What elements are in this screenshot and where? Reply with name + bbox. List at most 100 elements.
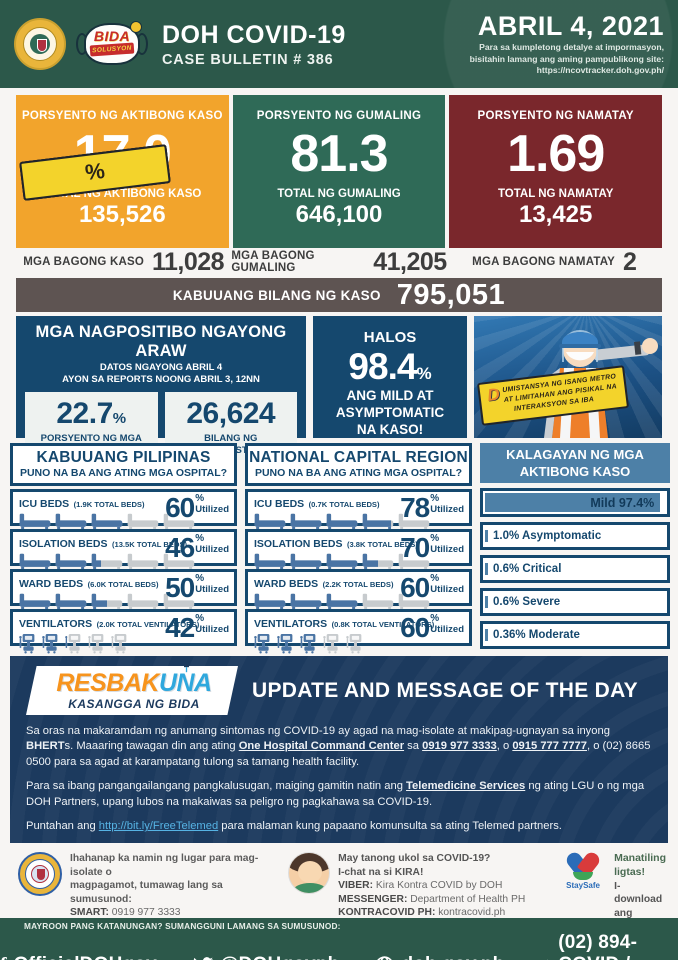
staysafe-logo: StaySafe (560, 849, 606, 918)
severe-label: 0.6% Severe (493, 596, 561, 608)
telemed-link[interactable]: http://bit.ly/FreeTelemed (98, 820, 219, 833)
staysafe-line1: Manatiling ligtas! (614, 852, 666, 878)
positivity-rate-label-1: PORSYENTO NG MGA (40, 432, 142, 444)
tracker-note-line1: Para sa kumpletong detalye at impormasyo… (479, 42, 664, 53)
deaths-percent-label: PORSYENTO NG NAMATAY (477, 110, 634, 122)
total-cases-bar: KABUUANG BILANG NG KASO 795,051 (16, 278, 662, 312)
ph-panel-subtitle: PUNO NA BA ANG ATING MGA OSPITAL? (19, 467, 228, 479)
isolate-intro-line2: magpagamot, tumawag lang sa sumusunod: (70, 880, 223, 905)
recovered-card: PORSYENTO NG GUMALING 81.3% TOTAL NG GUM… (19, 95, 446, 248)
isolation-hotline-group: Ihahanap ka namin ng lugar para mag-isol… (18, 852, 280, 945)
utilized-label: Utilized (195, 503, 229, 515)
ventilator-icon (346, 633, 365, 654)
total-cases-value: 795,051 (396, 278, 506, 311)
website-url: doh.gov.ph (401, 954, 504, 960)
recovered-total-label: TOTAL NG GUMALING (277, 188, 401, 200)
kira-avatar (288, 852, 331, 918)
ph-isolation-label: ISOLATION BEDS (19, 538, 108, 550)
moderate-bar (485, 628, 488, 642)
twitter-link[interactable]: @DOHgovph (193, 954, 340, 960)
resbakuna-logo-part2: UNA (158, 669, 212, 697)
distancing-cartoon-panel: D UMISTANSYA NG ISANG METRO AT LIMITAHAN… (474, 316, 662, 438)
percent-sign: % (430, 612, 440, 624)
bed-icon (91, 593, 123, 612)
severity-title-1: KALAGAYAN NG MGA (506, 447, 644, 462)
ph-ventilators-percent-value: 42 (165, 611, 195, 643)
messenger-value[interactable]: Department of Health PH (410, 893, 526, 905)
mild-bar: Mild 97.4% (485, 493, 661, 512)
sign-text: UMISTANSYA NG ISANG METRO AT LIMITAHAN A… (501, 373, 618, 413)
ncr-icu-detail: (0.7K TOTAL BEDS) (308, 500, 380, 509)
severity-panel-header: KALAGAYAN NG MGA AKTIBONG KASO (480, 443, 670, 483)
ncr-panel-title: NATIONAL CAPITAL REGION (249, 449, 468, 466)
facebook-handle: OfficialDOHgov (14, 954, 157, 960)
viber-value[interactable]: Kira Kontra COVID by DOH (375, 880, 503, 892)
recovered-percent-label: PORSYENTO NG GUMALING (256, 110, 422, 122)
phone-link[interactable]: (02) 894-COVID / 1555 (540, 932, 678, 960)
new-deaths-label: MGA BAGONG NAMATAY (472, 256, 616, 268)
new-cases-value: 11,028 (152, 247, 225, 276)
ncr-ventilator-icons (254, 633, 463, 654)
new-cases-row: MGA BAGONG KASO 11,028 MGA BAGONG GUMALI… (16, 248, 662, 276)
tracker-site-url[interactable]: https://ncovtracker.doh.gov.ph/ (536, 65, 664, 76)
header-bar: BIDA SOLUSYON DOH COVID-19 CASE BULLETIN… (0, 0, 678, 88)
facebook-link[interactable]: f OfficialDOHgov (0, 954, 157, 960)
ph-ward-percent-value: 50 (165, 571, 195, 603)
severity-critical-row: 0.6% Critical (480, 555, 670, 583)
ph-isolation-row: ISOLATION BEDS (13.5K TOTAL BEDS) 46% Uti… (10, 529, 237, 572)
utilized-label: Utilized (195, 583, 229, 595)
update-message-body: Sa oras na makaramdam ng anumang sintoma… (26, 724, 652, 835)
mild-box-line1: HALOS (363, 329, 417, 346)
kontracovid-value[interactable]: kontracovid.ph (438, 907, 506, 919)
daily-positives-row: MGA NAGPOSITIBO NGAYONG ARAW DATOS NGAYO… (16, 316, 662, 461)
ph-icu-percent: 60% Utilized (165, 492, 229, 522)
kira-intro-line2: I-chat na si KIRA! (338, 866, 424, 878)
kontracovid-label: KONTRACOVID PH: (338, 907, 436, 919)
messenger-label: MESSENGER: (338, 893, 408, 905)
utilized-label: Utilized (195, 623, 229, 635)
website-link[interactable]: doh.gov.ph (375, 954, 504, 960)
mild-bar-label: Mild 97.4% (590, 495, 655, 510)
ph-isolation-detail: (13.5K TOTAL BEDS) (111, 540, 188, 549)
ph-ventilators-percent: 42% Utilized (165, 611, 229, 643)
smart-number[interactable]: 0919 977 3333 (111, 907, 181, 919)
positives-title: MGA NAGPOSITIBO NGAYONG ARAW (35, 323, 287, 360)
positives-box: MGA NAGPOSITIBO NGAYONG ARAW DATOS NGAYO… (16, 316, 306, 461)
ventilator-icon (277, 633, 296, 654)
smart-label: SMART: (70, 907, 109, 919)
globe-icon (377, 955, 393, 960)
percent-sign: % (195, 492, 205, 504)
new-recovered-cell: MGA BAGONG GUMALING 41,205 (231, 248, 447, 276)
ncr-isolation-percent-value: 70 (400, 531, 430, 563)
ph-ward-detail: (6.0K TOTAL BEDS) (87, 580, 159, 589)
utilized-label: Utilized (430, 623, 464, 635)
ncr-isolation-label: ISOLATION BEDS (254, 538, 343, 550)
philippines-hospital-panel: KABUUANG PILIPINAS PUNO NA BA ANG ATING … (10, 443, 237, 654)
bida-logo-text: BIDA (93, 28, 131, 44)
update-heading: UPDATE AND MESSAGE OF THE DAY (252, 678, 638, 702)
bed-icon (326, 513, 358, 532)
ph-icu-row: ICU BEDS (1.9K TOTAL BEDS) 60% Utilized (10, 489, 237, 532)
ncr-panel-subtitle: PUNO NA BA ANG ATING MGA OSPITAL? (254, 467, 463, 479)
tested-count-label-1: BILANG NG (204, 432, 258, 444)
asymptomatic-label: 1.0% Asymptomatic (493, 530, 602, 542)
total-cases-label: KABUUANG BILANG NG KASO (172, 287, 381, 303)
utilized-label: Utilized (430, 503, 464, 515)
ph-panel-title: KABUUANG PILIPINAS (36, 449, 211, 466)
deaths-total-label: TOTAL NG NAMATAY (497, 188, 614, 200)
ventilator-icon (42, 633, 61, 654)
message-paragraph-1: Sa oras na makaramdam ng anumang sintoma… (26, 725, 651, 768)
utilized-label: Utilized (430, 583, 464, 595)
percent-sign: % (430, 532, 440, 544)
ncr-hospital-panel: NATIONAL CAPITAL REGION PUNO NA BA ANG A… (245, 443, 472, 654)
mild-box-line4: NA KASO! (356, 421, 424, 437)
new-cases-label: MGA BAGONG KASO (23, 256, 144, 268)
ph-ward-row: WARD BEDS (6.0K TOTAL BEDS) 50% Utilized (10, 569, 237, 612)
utilized-label: Utilized (195, 543, 229, 555)
new-deaths-cell: MGA BAGONG NAMATAY 2 (447, 248, 662, 276)
positivity-rate-sign: % (112, 409, 127, 427)
footer-question: MAYROON PANG KATANUNGAN? SUMANGGUNI LAMA… (24, 921, 341, 931)
ncr-ward-detail: (2.2K TOTAL BEDS) (322, 580, 394, 589)
kira-chatbot-group: May tanong ukol sa COVID-19? I-chat na s… (288, 852, 552, 918)
